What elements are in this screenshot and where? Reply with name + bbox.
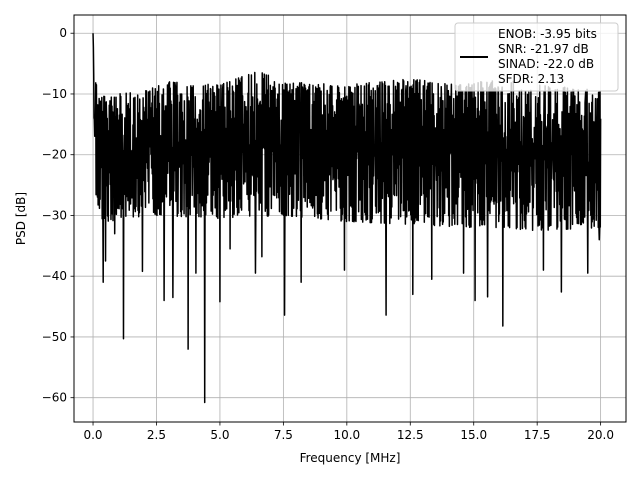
y-tick-label: −40: [42, 269, 67, 283]
x-axis: 0.0 2.5 5.0 7.5 10.0 12.5 15.0 17.5 20.0: [83, 422, 614, 442]
legend-entry-sfdr: SFDR: 2.13: [498, 72, 564, 86]
x-tick-label: 15.0: [460, 428, 487, 442]
y-tick-label: −10: [42, 87, 67, 101]
x-axis-label: Frequency [MHz]: [300, 451, 401, 465]
x-tick-label: 2.5: [147, 428, 166, 442]
legend-entry-snr: SNR: -21.97 dB: [498, 42, 589, 56]
legend-entry-enob: ENOB: -3.95 bits: [498, 27, 597, 41]
y-tick-label: −30: [42, 208, 67, 222]
x-tick-label: 12.5: [397, 428, 424, 442]
series-line-psd: [92, 33, 602, 404]
x-tick-label: 20.0: [587, 428, 614, 442]
y-axis: 0 −10 −20 −30 −40 −50 −60: [42, 26, 74, 405]
y-axis-label: PSD [dB]: [14, 192, 28, 245]
y-tick-label: −20: [42, 148, 67, 162]
y-tick-label: 0: [59, 26, 67, 40]
y-tick-label: −50: [42, 330, 67, 344]
legend-entry-sinad: SINAD: -22.0 dB: [498, 57, 594, 71]
x-tick-label: 0.0: [83, 428, 102, 442]
x-tick-label: 7.5: [274, 428, 293, 442]
y-tick-label: −60: [42, 391, 67, 405]
x-tick-label: 5.0: [210, 428, 229, 442]
plot-area: [92, 33, 602, 404]
legend: ENOB: -3.95 bits SNR: -21.97 dB SINAD: -…: [454, 22, 619, 92]
legend-box: [454, 22, 619, 92]
x-tick-label: 10.0: [333, 428, 360, 442]
x-tick-label: 17.5: [524, 428, 551, 442]
axes-frame: [73, 14, 627, 423]
